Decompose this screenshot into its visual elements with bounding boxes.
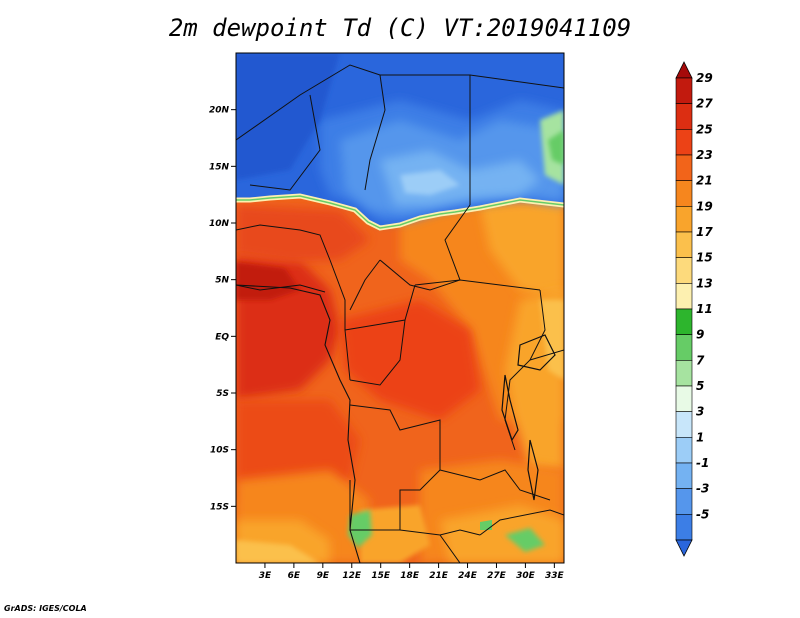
lat-tick-label: 15S xyxy=(210,502,229,512)
colorbar-label: -5 xyxy=(696,507,709,521)
credit-text: GrADS: IGES/COLA xyxy=(4,604,87,613)
colorbar-swatch xyxy=(675,488,693,515)
colorbar-label: 21 xyxy=(696,174,713,188)
colorbar-swatch xyxy=(675,283,693,310)
lon-tick-label: 15E xyxy=(371,571,391,581)
colorbar-swatch xyxy=(675,231,693,258)
lat-tick-label: EQ xyxy=(215,332,229,342)
colorbar-swatch xyxy=(675,514,693,541)
lat-tick-label: 10S xyxy=(210,446,229,456)
colorbar-swatch xyxy=(675,103,693,130)
lon-tick-label: 30E xyxy=(516,571,536,581)
lat-tick-label: 20N xyxy=(209,106,230,116)
colorbar-label: 25 xyxy=(696,122,713,136)
colorbar-swatch xyxy=(675,308,693,335)
longitude-axis: 3E 6E 9E 12E 15E 18E 21E 24E 27E 30E 33E xyxy=(259,563,565,581)
lat-tick-label: 5N xyxy=(215,276,229,286)
colorbar-label: 27 xyxy=(696,97,713,111)
lat-tick-label: 15N xyxy=(209,162,230,172)
colorbar-swatch xyxy=(675,437,693,464)
colorbar-label: 23 xyxy=(696,148,713,162)
lon-tick-label: 27E xyxy=(487,571,507,581)
colorbar-label: 9 xyxy=(696,328,704,342)
colorbar-top-arrow xyxy=(675,61,693,79)
colorbar-swatch xyxy=(675,385,693,412)
colorbar-label: 3 xyxy=(696,405,704,419)
colorbar-label: 17 xyxy=(696,225,713,239)
colorbar: 29 27 25 23 21 19 17 15 13 11 9 7 5 3 1 -1 -3 -5 xyxy=(675,61,713,557)
lat-tick-label: 10N xyxy=(209,219,230,229)
colorbar-label: -1 xyxy=(696,456,709,470)
latitude-axis: 20N 15N 10N 5N EQ 5S 10S 15S xyxy=(209,106,236,512)
colorbar-label: 7 xyxy=(696,353,705,367)
colorbar-swatch xyxy=(675,462,693,489)
dewpoint-field xyxy=(236,53,564,563)
lon-tick-label: 24E xyxy=(458,571,478,581)
lon-tick-label: 9E xyxy=(317,571,330,581)
colorbar-swatch xyxy=(675,334,693,361)
colorbar-label: 1 xyxy=(696,430,704,444)
colorbar-swatch xyxy=(675,206,693,233)
colorbar-swatch xyxy=(675,180,693,207)
lon-tick-label: 33E xyxy=(545,571,565,581)
colorbar-label: 5 xyxy=(696,379,704,393)
colorbar-swatch xyxy=(675,77,693,104)
page-title: 2m dewpoint Td (C) VT:2019041109 xyxy=(168,14,632,42)
colorbar-swatch xyxy=(675,411,693,438)
colorbar-swatch xyxy=(675,257,693,284)
plot-frame xyxy=(235,52,565,564)
colorbar-swatch xyxy=(675,129,693,156)
lon-tick-label: 6E xyxy=(288,571,301,581)
lat-tick-label: 5S xyxy=(216,389,229,399)
lon-tick-label: 3E xyxy=(259,571,272,581)
colorbar-label: 15 xyxy=(696,251,713,265)
colorbar-label: 11 xyxy=(696,302,713,316)
colorbar-label: 29 xyxy=(696,71,713,85)
colorbar-swatch xyxy=(675,154,693,181)
lon-tick-label: 21E xyxy=(429,571,449,581)
lon-tick-label: 12E xyxy=(342,571,362,581)
colorbar-bottom-arrow xyxy=(675,539,693,557)
colorbar-label: 13 xyxy=(696,276,713,290)
colorbar-swatch xyxy=(675,360,693,387)
colorbar-label: 19 xyxy=(696,199,713,213)
colorbar-label: -3 xyxy=(696,482,709,496)
lon-tick-label: 18E xyxy=(400,571,420,581)
